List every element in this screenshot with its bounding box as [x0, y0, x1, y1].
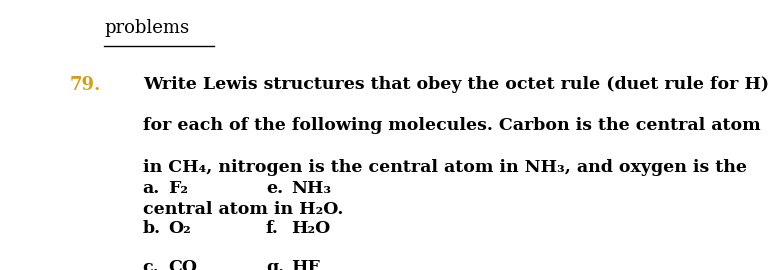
Text: a.: a. [143, 180, 160, 197]
Text: F₂: F₂ [168, 180, 188, 197]
Text: for each of the following molecules. Carbon is the central atom: for each of the following molecules. Car… [143, 117, 760, 134]
Text: CO: CO [168, 259, 197, 270]
Text: O₂: O₂ [168, 220, 191, 237]
Text: H₂O: H₂O [291, 220, 331, 237]
Text: in CH₄, nitrogen is the central atom in NH₃, and oxygen is the: in CH₄, nitrogen is the central atom in … [143, 159, 746, 176]
Text: b.: b. [143, 220, 161, 237]
Text: problems: problems [104, 19, 189, 37]
Text: Write Lewis structures that obey the octet rule (duet rule for H): Write Lewis structures that obey the oct… [143, 76, 769, 93]
Text: NH₃: NH₃ [291, 180, 332, 197]
Text: central atom in H₂O.: central atom in H₂O. [143, 201, 343, 218]
Text: HF: HF [291, 259, 320, 270]
Text: e.: e. [266, 180, 283, 197]
Text: 79.: 79. [69, 76, 101, 94]
Text: g.: g. [266, 259, 284, 270]
Text: c.: c. [143, 259, 160, 270]
Text: f.: f. [266, 220, 279, 237]
